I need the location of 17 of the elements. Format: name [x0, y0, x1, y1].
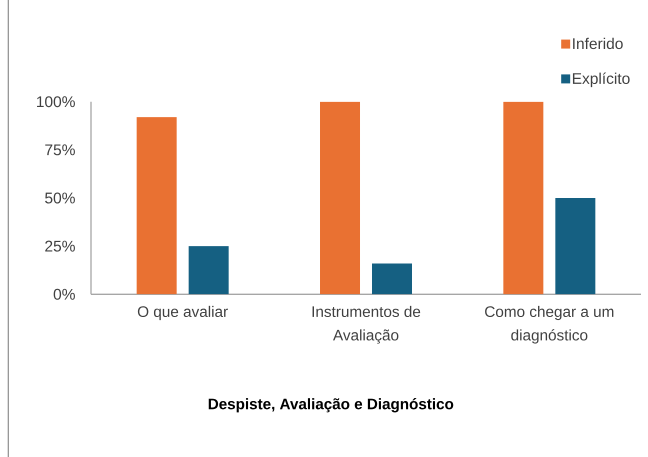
y-tick-label: 0% — [54, 288, 75, 300]
y-tick-label: 75% — [45, 144, 75, 156]
bar — [136, 117, 177, 294]
x-tick-label: Como chegar a um diagnóstico — [485, 306, 614, 344]
y-tick-label: 50% — [45, 192, 75, 204]
bar — [503, 102, 544, 294]
x-axis-title: Despiste, Avaliação e Diagnóstico — [208, 398, 454, 412]
x-tick-label: Instrumentos de Avaliação — [312, 306, 420, 344]
bar — [372, 263, 412, 294]
y-tick-label: 25% — [45, 240, 75, 252]
x-tick-label: O que avaliar — [138, 306, 228, 320]
legend-label: Explícito — [572, 72, 630, 88]
bar — [320, 102, 360, 294]
bar — [188, 246, 229, 294]
y-tick-label: 100% — [37, 96, 75, 108]
legend-label: Inferido — [573, 38, 623, 50]
bar — [555, 198, 596, 294]
